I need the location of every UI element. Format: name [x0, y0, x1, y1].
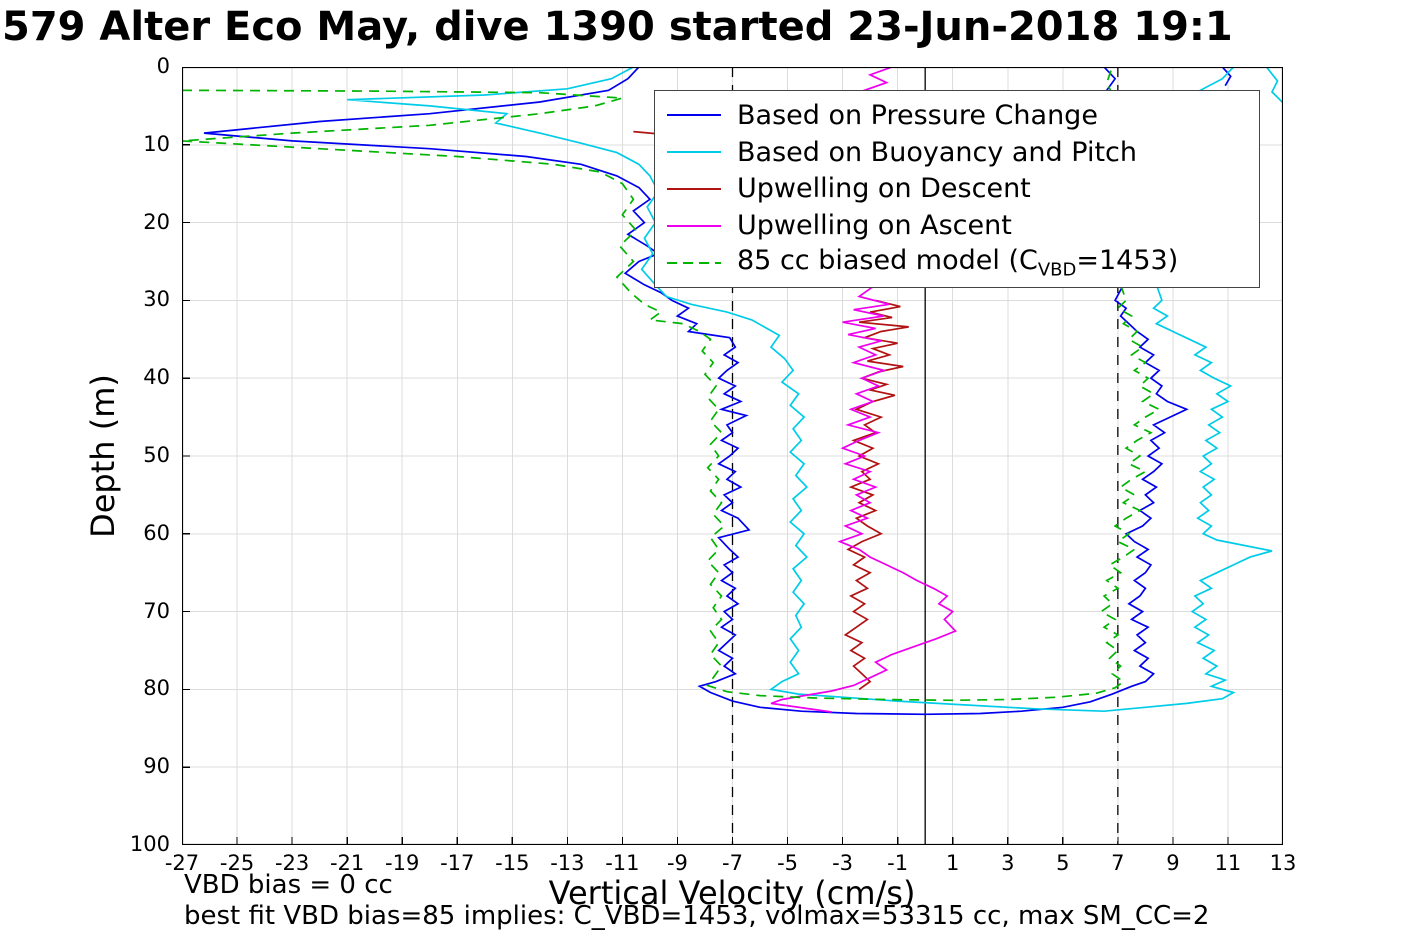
- y-tick-label: 50: [143, 443, 170, 467]
- series-upwelling-descent: [843, 299, 909, 691]
- x-tick-label: 5: [1056, 851, 1070, 875]
- legend-item-biased-model: 85 cc biased model (CVBD=1453): [665, 245, 1253, 281]
- x-tick-label: -9: [666, 851, 688, 875]
- legend-line-sample: [667, 114, 721, 117]
- x-tick-label: 7: [1111, 851, 1125, 875]
- x-tick-label: -27: [164, 851, 200, 875]
- x-tick-label: -3: [832, 851, 854, 875]
- y-tick-label: 70: [143, 598, 170, 623]
- x-tick-label: -11: [605, 851, 640, 875]
- x-tick-label: -17: [440, 851, 475, 875]
- y-tick-label: 80: [143, 676, 170, 701]
- y-tick-label: 90: [143, 754, 170, 779]
- legend-line-sample: [667, 224, 721, 227]
- x-tick-label: -7: [722, 851, 743, 875]
- vbd-bias-note: VBD bias = 0 cc: [184, 870, 393, 900]
- series-pressure-change: [1221, 67, 1232, 87]
- x-tick-label: 1: [946, 851, 960, 875]
- y-tick-label: 20: [143, 209, 170, 234]
- legend-line-sample: [667, 261, 721, 264]
- legend-item-buoyancy-pitch: Based on Buoyancy and Pitch: [665, 134, 1253, 170]
- legend-label: 85 cc biased model (CVBD=1453): [737, 244, 1179, 281]
- x-tick-label: -25: [219, 851, 255, 875]
- series-buoyancy-pitch: [1265, 67, 1283, 104]
- legend-item-pressure-change: Based on Pressure Change: [665, 97, 1253, 133]
- x-tick-label: -23: [274, 851, 310, 875]
- y-tick-label: 60: [143, 520, 170, 545]
- x-tick-label: 3: [1001, 851, 1015, 875]
- y-tick-label: 40: [143, 365, 170, 390]
- x-tick-label: -19: [385, 851, 420, 875]
- legend-label: Upwelling on Descent: [737, 173, 1031, 205]
- legend-label: Based on Buoyancy and Pitch: [737, 136, 1137, 168]
- legend: Based on Pressure Change Based on Buoyanc…: [654, 90, 1260, 288]
- legend-line-sample: [667, 151, 721, 154]
- x-tick-label: -5: [777, 851, 799, 875]
- x-tick-label: -15: [495, 851, 530, 875]
- x-tick-label: 13: [1269, 851, 1297, 875]
- x-tick-label: -1: [887, 851, 909, 875]
- x-tick-label: 11: [1214, 851, 1242, 875]
- legend-label: Based on Pressure Change: [737, 99, 1098, 131]
- series-buoyancy-pitch: [347, 67, 1273, 713]
- x-tick-label: 9: [1166, 851, 1180, 875]
- y-tick-label: 10: [143, 131, 170, 156]
- y-tick-label: 30: [143, 287, 170, 312]
- legend-line-sample: [667, 187, 721, 190]
- series-pressure-change: [203, 67, 1189, 716]
- axes-box: [182, 67, 1283, 845]
- x-tick-label: -21: [329, 851, 365, 875]
- plot-area: Based on Pressure Change Based on Buoyanc…: [182, 67, 1283, 845]
- plot-title: 579 Alter Eco May, dive 1390 started 23-…: [2, 4, 1233, 50]
- best-fit-note: best fit VBD bias=85 implies: C_VBD=1453…: [184, 901, 1210, 931]
- series-biased-model: [182, 67, 1161, 702]
- x-axis-label: Vertical Velocity (cm/s): [548, 874, 916, 912]
- x-tick-label: -13: [550, 851, 585, 875]
- y-tick-label: 0: [156, 54, 170, 78]
- legend-label: Upwelling on Ascent: [737, 210, 1012, 242]
- legend-item-upwelling-ascent: Upwelling on Ascent: [665, 208, 1253, 244]
- y-tick-label: 100: [129, 832, 170, 856]
- legend-item-upwelling-descent: Upwelling on Descent: [665, 171, 1253, 207]
